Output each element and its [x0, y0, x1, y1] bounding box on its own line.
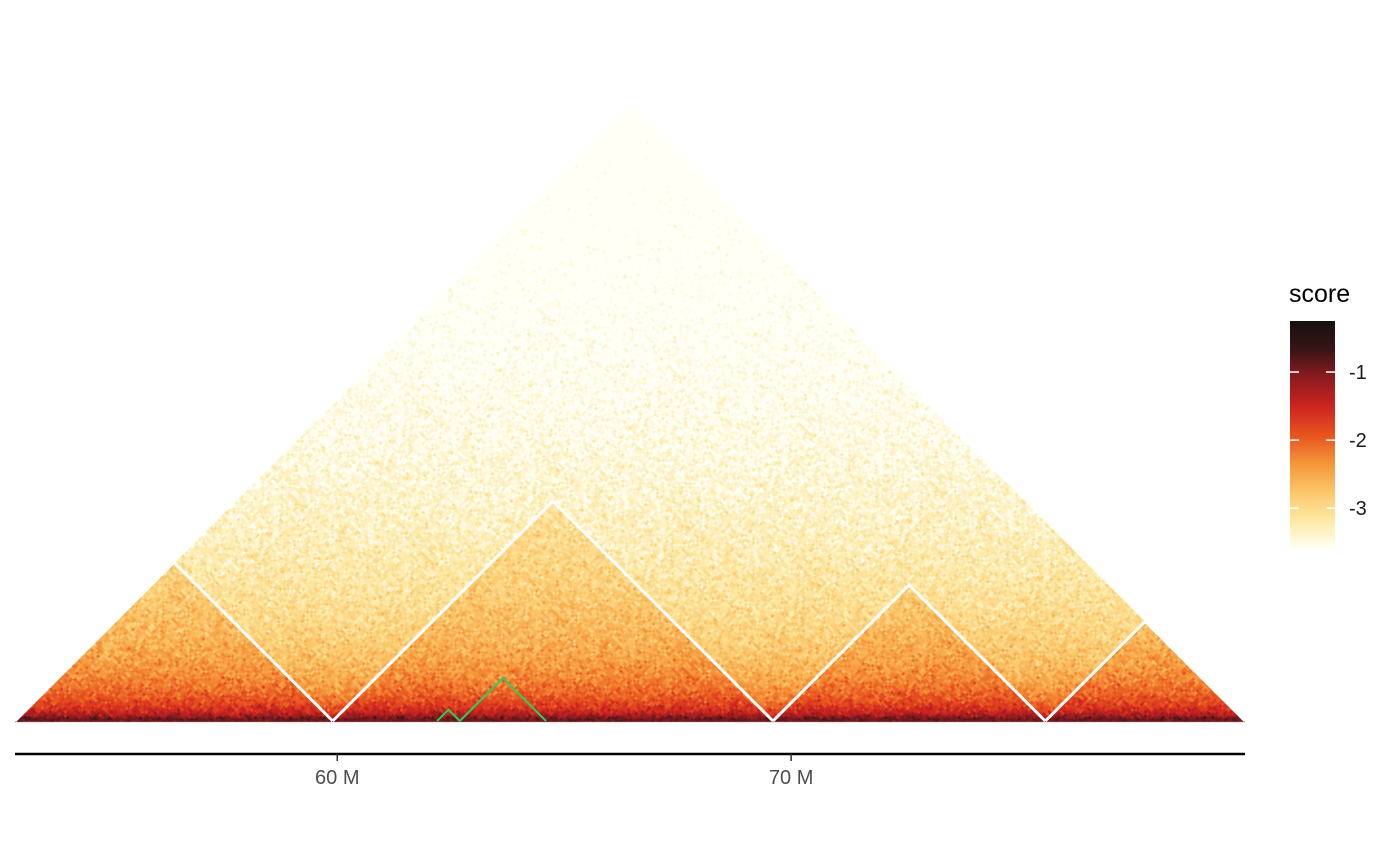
heatmap-triangle [15, 107, 1245, 725]
color-legend: score -1 -2 -3 [1289, 280, 1367, 549]
highlight-domain-outline-2 [459, 676, 547, 722]
legend-tick-label: -2 [1349, 430, 1367, 452]
legend-tick-label: -1 [1349, 362, 1367, 384]
domain-outline-3 [771, 582, 1047, 723]
legend-tick-label: -3 [1349, 498, 1367, 520]
x-tick-label: 70 M [769, 767, 813, 789]
legend-colorbar [1290, 321, 1335, 549]
highlight-domain-outline-1 [436, 708, 461, 722]
legend-title: score [1289, 280, 1350, 308]
x-axis-ticks: 60 M 70 M [315, 754, 813, 789]
domain-outline-1 [13, 560, 334, 723]
domain-outline-4 [1044, 619, 1247, 723]
legend-ticks: -1 -2 -3 [1290, 362, 1367, 520]
domain-outline-2 [331, 499, 775, 723]
domain-outlines [13, 499, 1247, 723]
x-tick-label: 60 M [315, 767, 359, 789]
highlight-domain-outlines [436, 676, 547, 722]
